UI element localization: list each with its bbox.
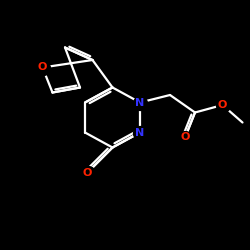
Text: O: O [180, 132, 190, 142]
Text: N: N [136, 128, 144, 138]
Text: O: O [218, 100, 227, 110]
Text: O: O [38, 62, 47, 72]
Text: O: O [83, 168, 92, 177]
Text: N: N [136, 98, 144, 108]
